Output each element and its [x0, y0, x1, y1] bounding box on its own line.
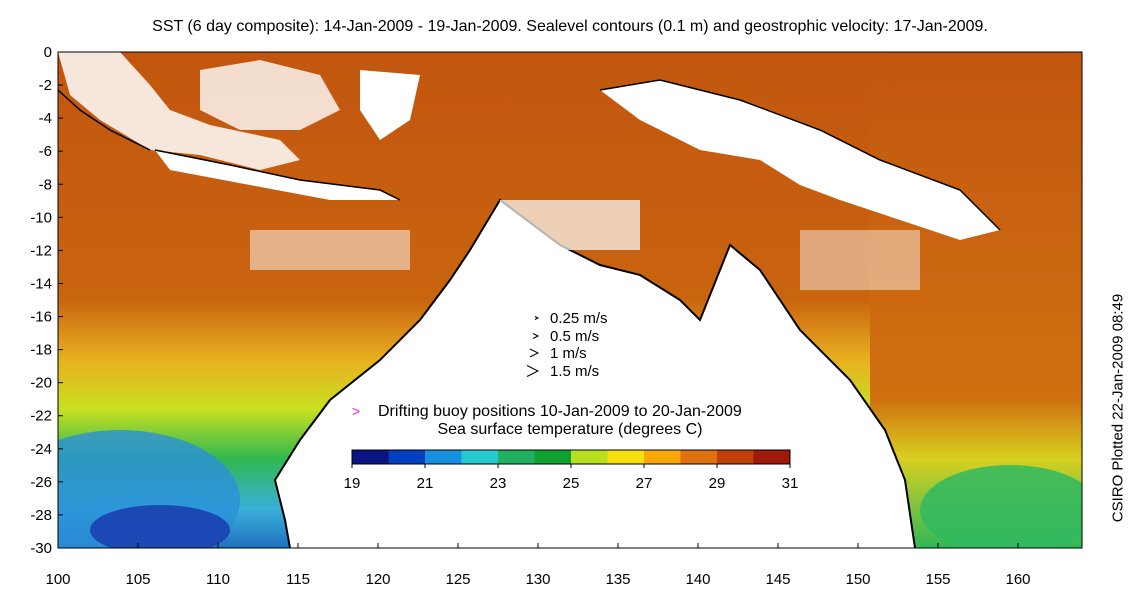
new-guinea-land — [600, 80, 1000, 240]
x-tick-label: 100 — [45, 571, 70, 588]
colorbar-tick-label: 25 — [563, 475, 580, 492]
x-tick-label: 145 — [765, 571, 790, 588]
plot-frame — [57, 51, 1083, 549]
y-axis: 0 -2 -4 -6 -8 -10 -12 -14 -16 -18 -20 -22 -24 -26 -28 -… — [30, 44, 63, 557]
colorbar-swatch — [644, 450, 681, 464]
y-tick-label: -2 — [39, 77, 52, 94]
sst-colorbar: Sea surface temperature (degrees C) 19 21… — [344, 421, 799, 492]
borneo-land — [200, 60, 340, 130]
x-tick-label: 140 — [685, 571, 710, 588]
velocity-legend: 0.25 m/s0.5 m/s1 m/s1.5 m/s — [526, 310, 608, 380]
y-tick-label: -14 — [30, 275, 52, 292]
x-axis: 100 105 110 115 120 125 130 135 140 145 150 155 160 — [45, 543, 1031, 588]
colorbar-swatch — [498, 450, 535, 464]
colorbar-tick-label: 23 — [490, 475, 507, 492]
x-tick-label: 135 — [605, 571, 630, 588]
x-tick-label: 130 — [525, 571, 550, 588]
colorbar-swatch — [425, 450, 462, 464]
cloud-patch — [250, 230, 410, 270]
velocity-arrow-icon — [529, 348, 540, 358]
colorbar-swatch — [680, 450, 718, 464]
cold-water-patch — [90, 505, 230, 548]
colorbar-swatch — [717, 450, 754, 464]
colorbar-swatch — [388, 450, 426, 464]
y-tick-label: -26 — [30, 474, 52, 491]
colorbar-swatch — [461, 450, 499, 464]
colorbar-tick-label: 19 — [344, 475, 361, 492]
velocity-legend-label: 0.5 m/s — [550, 328, 599, 345]
y-tick-label: -8 — [39, 176, 52, 193]
x-tick-label: 150 — [845, 571, 870, 588]
colorbar-tick-label: 31 — [782, 475, 799, 492]
colorbar-tick-label: 21 — [417, 475, 434, 492]
colorbar-title: Sea surface temperature (degrees C) — [437, 421, 702, 438]
map-title: SST (6 day composite): 14-Jan-2009 - 19-… — [152, 18, 988, 35]
cloud-patch — [500, 200, 640, 250]
buoy-legend-label: Drifting buoy positions 10-Jan-2009 to 2… — [378, 403, 742, 420]
velocity-legend-label: 1.5 m/s — [550, 363, 599, 380]
velocity-legend-label: 0.25 m/s — [550, 310, 608, 327]
y-tick-label: -28 — [30, 507, 52, 524]
y-tick-label: -20 — [30, 375, 52, 392]
colorbar-swatch — [753, 450, 791, 464]
sst-field-east — [870, 52, 1082, 548]
buoy-symbol: > — [352, 403, 360, 419]
x-tick-label: 155 — [925, 571, 950, 588]
x-tick-label: 110 — [206, 571, 230, 588]
x-tick-label: 125 — [445, 571, 470, 588]
x-tick-label: 160 — [1005, 571, 1030, 588]
y-tick-label: -6 — [39, 143, 52, 160]
sumatra-land — [58, 52, 300, 170]
green-sst-patch — [920, 465, 1082, 548]
cloud-patch — [800, 230, 920, 290]
velocity-arrow-icon — [534, 316, 540, 320]
y-tick-label: -30 — [30, 540, 52, 557]
new-guinea-coastline — [599, 79, 1001, 231]
x-tick-label: 115 — [286, 571, 310, 588]
colorbar-swatch — [352, 450, 389, 464]
velocity-arrow-icon — [532, 333, 540, 339]
velocity-legend-label: 1 m/s — [550, 345, 587, 362]
y-tick-label: -22 — [30, 408, 52, 425]
y-tick-label: -4 — [39, 110, 52, 127]
australia-coastline — [273, 198, 916, 548]
colorbar-swatch — [534, 450, 572, 464]
y-tick-label: -12 — [30, 242, 52, 259]
colorbar-swatch — [607, 450, 645, 464]
y-tick-label: -16 — [30, 309, 52, 326]
colorbar-tick-label: 29 — [709, 475, 726, 492]
y-tick-label: -18 — [30, 342, 52, 359]
sulawesi-land — [360, 70, 420, 140]
buoy-legend: > Drifting buoy positions 10-Jan-2009 to… — [352, 403, 742, 420]
colorbar-tick-label: 27 — [636, 475, 653, 492]
y-tick-label: -24 — [30, 441, 52, 458]
y-tick-label: -10 — [30, 209, 52, 226]
x-tick-label: 105 — [125, 571, 150, 588]
y-tick-label: 0 — [44, 44, 52, 61]
x-tick-label: 120 — [365, 571, 390, 588]
colorbar-swatch — [571, 450, 608, 464]
sumatra-coastline — [58, 89, 151, 151]
velocity-arrow-icon — [526, 365, 540, 377]
java-coastline — [154, 149, 401, 201]
